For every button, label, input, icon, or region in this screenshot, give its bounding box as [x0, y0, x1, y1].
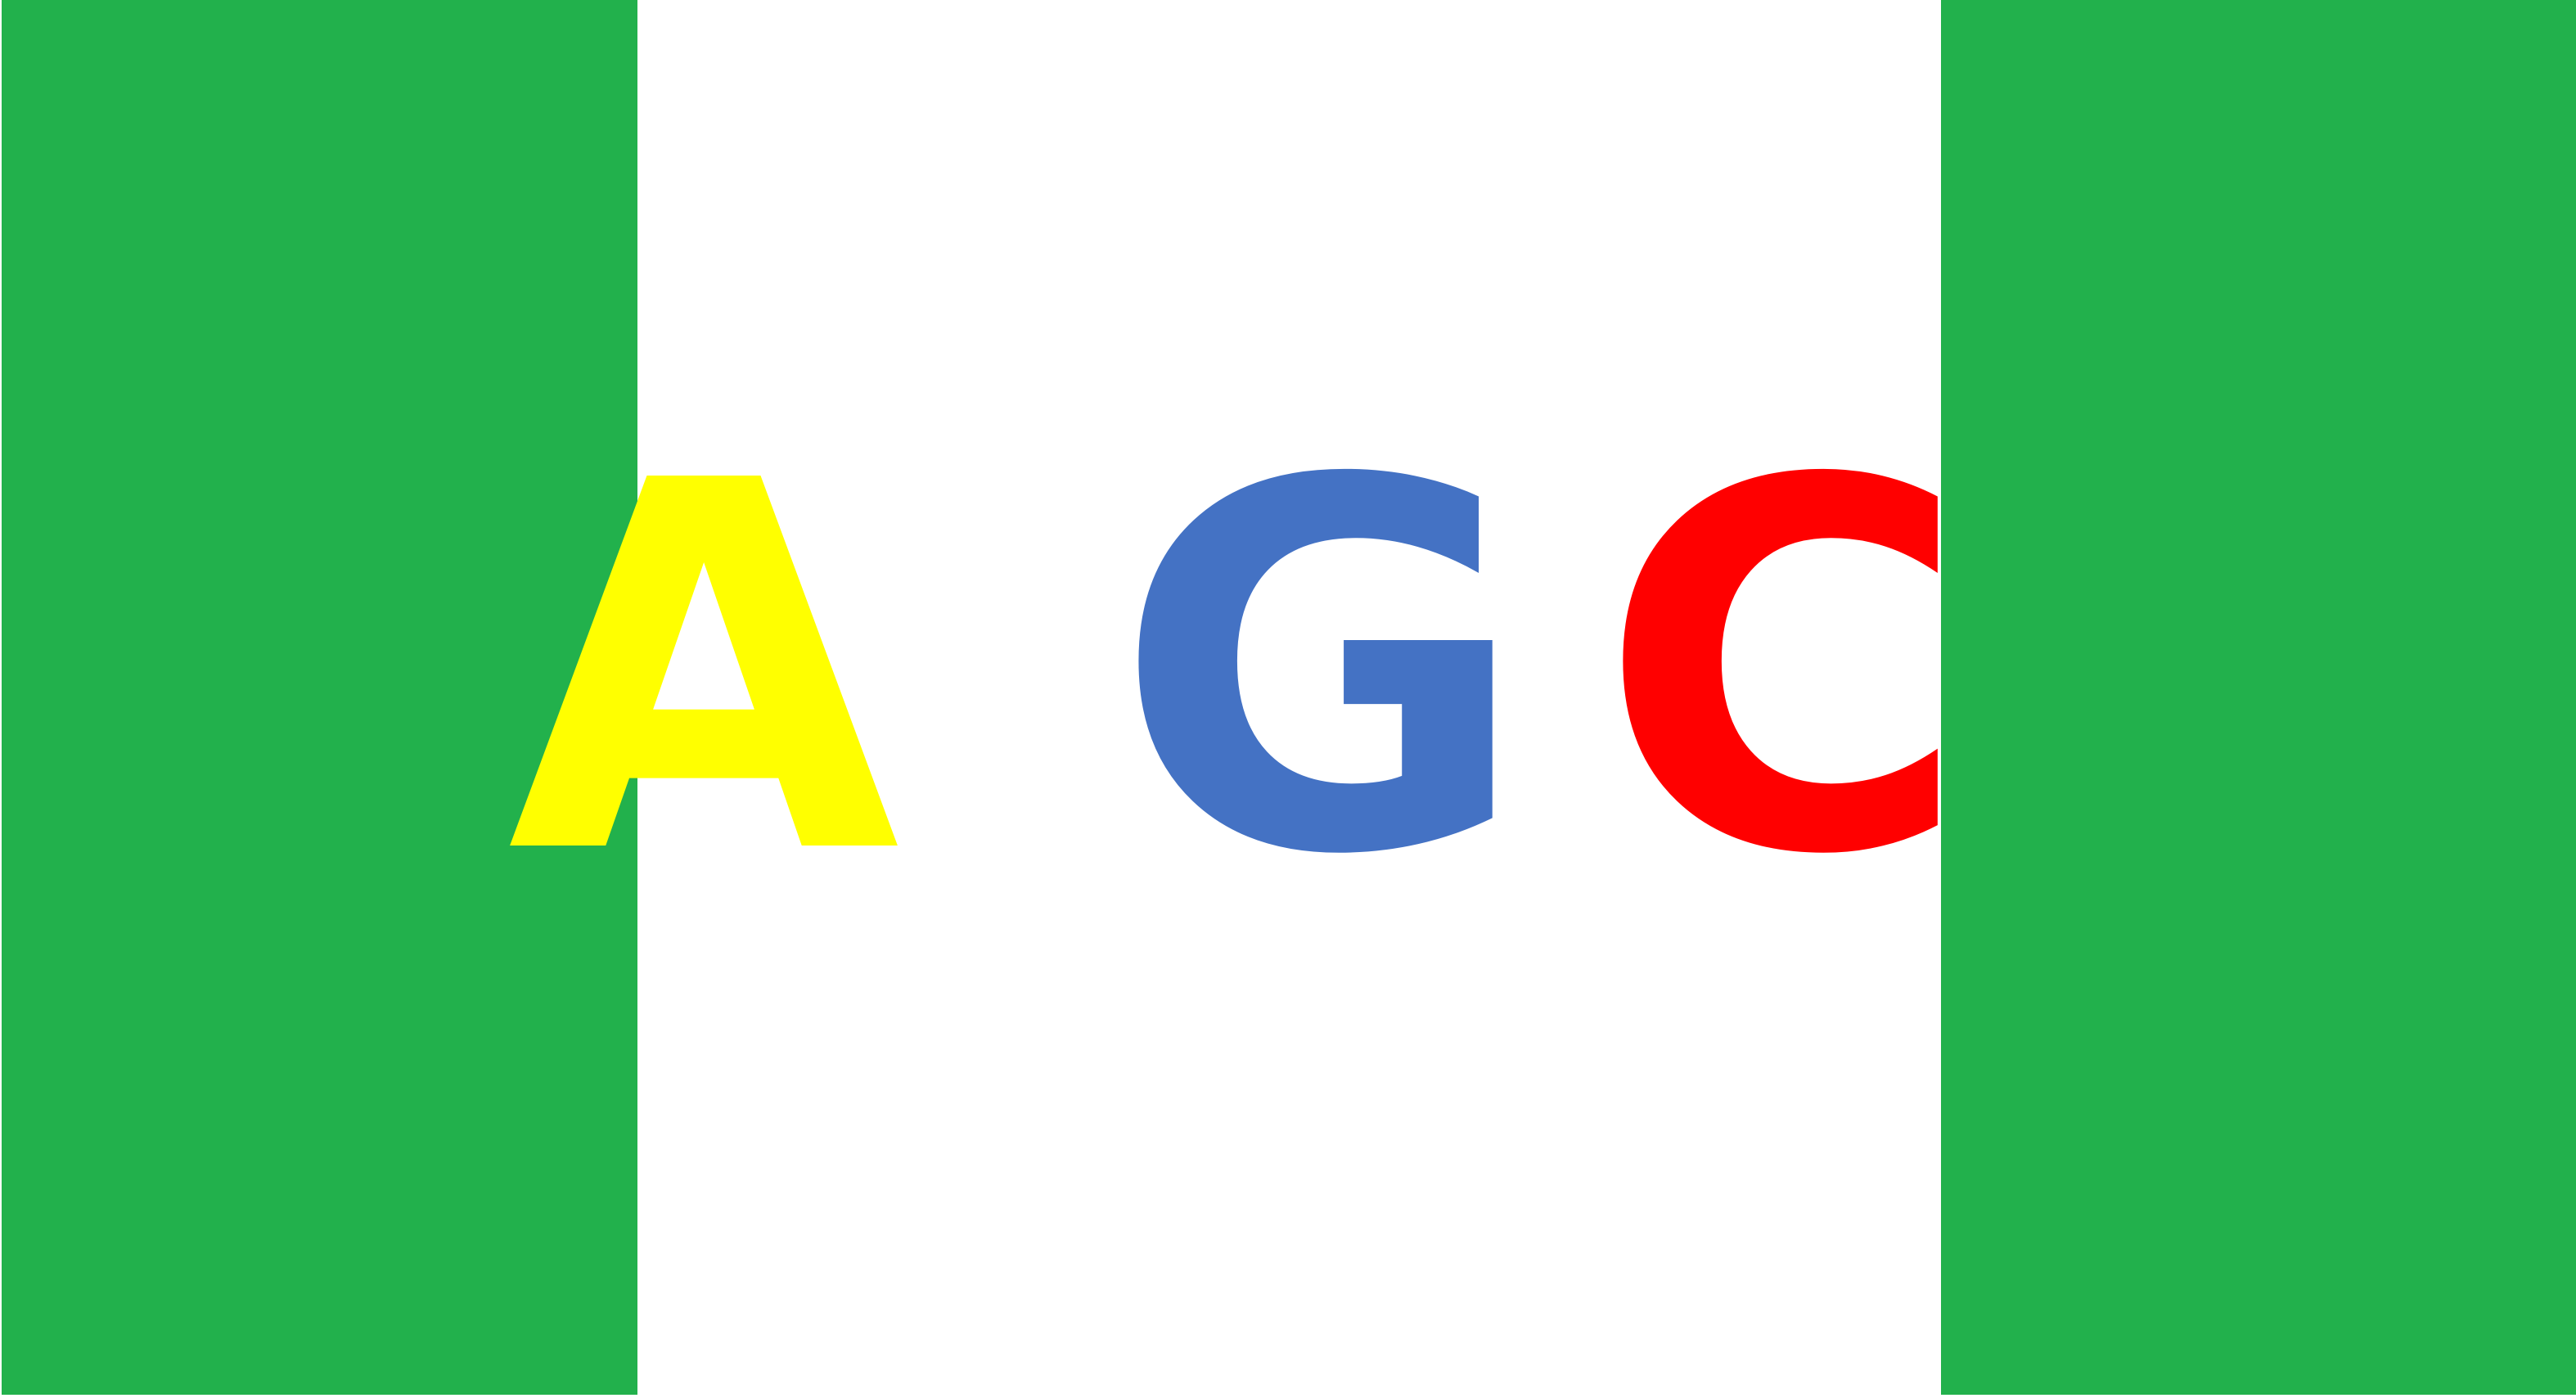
right-green-band — [1941, 0, 2576, 1395]
left-green-band — [2, 0, 637, 1395]
letter-c: C — [1597, 376, 1970, 966]
letter-a: A — [507, 376, 900, 966]
letter-g: G — [1113, 376, 1530, 966]
